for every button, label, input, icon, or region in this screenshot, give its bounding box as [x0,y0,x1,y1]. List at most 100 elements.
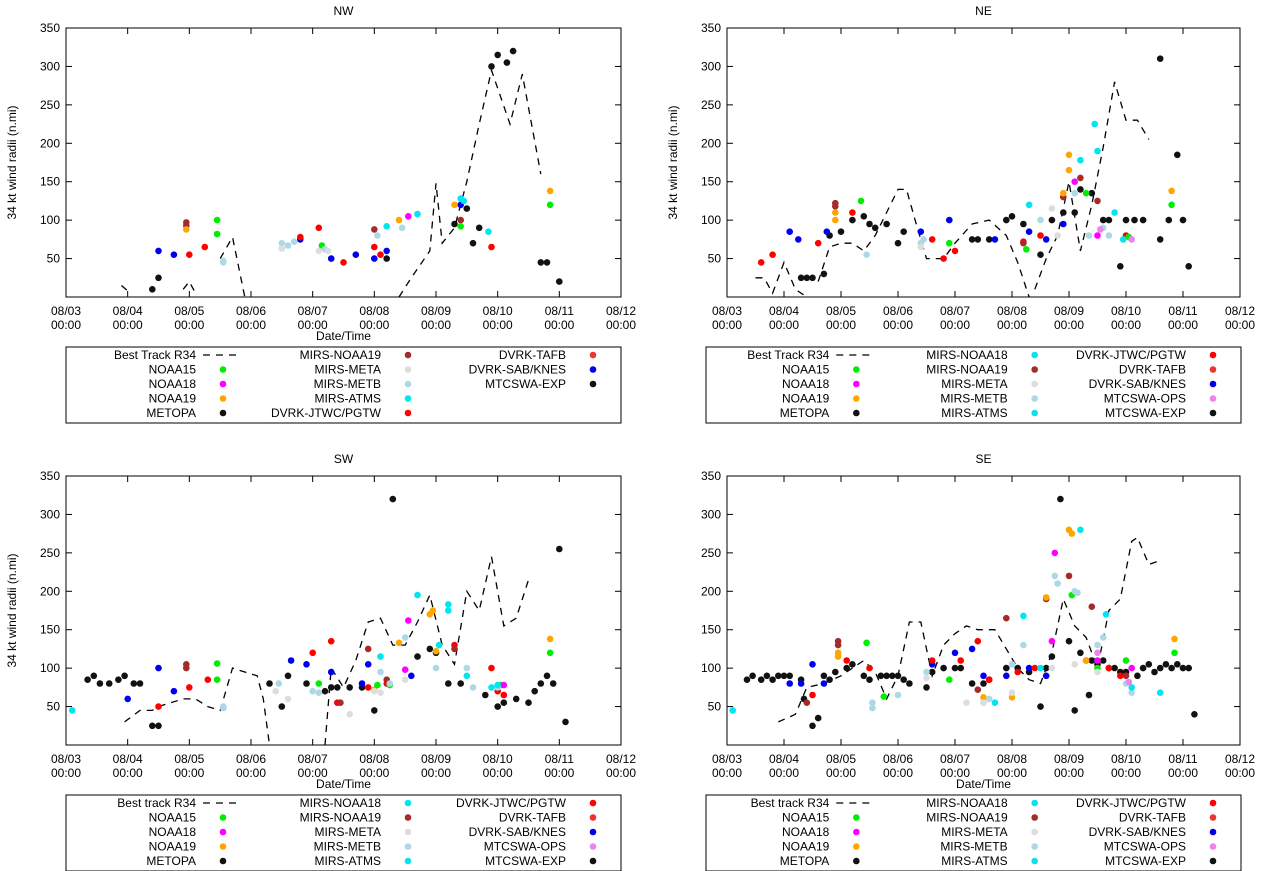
data-point [1014,668,1021,676]
data-point [371,243,378,251]
x-tick-label: 08/10 [483,752,513,766]
legend-label: MIRS-NOAA19 [300,348,382,362]
y-tick-label: 250 [701,546,721,560]
legend-label: NOAA18 [149,377,197,391]
legend-marker [404,395,412,402]
data-point [985,695,993,703]
x-tick-label: 08/03 [51,304,81,318]
legend-label: Best track R34 [117,796,196,810]
data-point [860,213,868,220]
best-track-line [324,556,530,745]
data-point [1077,174,1084,182]
data-point [488,243,495,251]
data-point [1071,189,1078,197]
data-point [832,668,839,676]
best-track-line [817,188,1030,297]
legend-label: METOPA [780,854,830,868]
legend-label: DVRK-JTWC/PGTW [456,796,567,810]
data-point [1168,664,1175,672]
x-tick-label: 00:00 [236,318,266,332]
legend-label: MTCSWA-EXP [1105,854,1186,868]
legend-label: MIRS-NOAA19 [926,811,1008,825]
x-tick-label: 08/08 [359,752,389,766]
chart-title: NE [975,4,992,18]
data-point [928,657,936,664]
data-point [1071,178,1078,185]
data-point [866,220,873,228]
x-tick-label: 00:00 [606,766,636,780]
data-point [309,687,317,695]
data-point [96,680,104,687]
data-point [1128,664,1135,672]
data-point [1054,232,1061,239]
legend-marker [219,857,227,865]
data-point [494,681,502,689]
data-point [1191,711,1198,718]
data-point [797,274,805,282]
data-point [1074,589,1081,597]
x-tick-label: 00:00 [883,766,913,780]
data-point [871,224,879,232]
chart-panel-ne: NE5010015020025030035008/0300:0008/0400:… [666,4,1255,424]
data-point [364,684,372,691]
data-point [1037,703,1044,710]
data-point [985,676,993,683]
data-point [1020,641,1027,649]
legend-label: DVRK-JTWC/PGTW [1076,348,1187,362]
data-point [315,224,323,232]
data-point [377,689,384,696]
x-tick-label: 00:00 [113,318,143,332]
data-point [1128,236,1135,243]
data-point [757,259,765,266]
x-axis-label: Date/Time [316,777,371,791]
data-point [832,203,839,210]
data-point [809,691,816,699]
data-point [556,545,563,553]
data-point [546,201,554,209]
data-point [278,703,286,710]
x-tick-label: 08/12 [606,304,636,318]
data-point [395,216,403,224]
data-point [786,680,793,687]
data-point [1082,189,1090,197]
data-point [1185,263,1192,270]
data-point [1037,216,1044,224]
data-point [201,243,209,251]
data-point [155,664,162,672]
data-point [869,704,876,712]
legend-marker [1031,799,1038,807]
data-point [183,664,190,672]
data-point [991,699,999,706]
data-point [155,247,162,255]
legend-label: MIRS-METB [940,840,1007,854]
legend-marker [219,828,227,836]
chart-panel-nw: NW5010015020025030035008/0300:0008/0400:… [5,4,636,424]
x-axis-label: Date/Time [956,777,1011,791]
data-point [414,591,421,599]
data-point [170,251,178,258]
data-point [1025,664,1033,672]
data-point [1060,209,1067,216]
legend-marker [404,366,412,373]
y-tick-label: 300 [40,507,60,521]
data-point [1091,120,1098,128]
data-point [1088,189,1096,197]
x-tick-label: 00:00 [359,766,389,780]
data-point [1020,612,1027,620]
data-point [1156,664,1164,672]
data-point [1048,664,1056,672]
data-point [866,664,873,672]
x-tick-label: 08/06 [883,304,913,318]
data-point [775,672,782,680]
data-point [1042,236,1050,243]
data-point [860,672,868,680]
data-point [1085,232,1093,239]
legend-marker [219,380,227,388]
data-point [900,228,907,235]
legend-label: MTCSWA-OPS [1104,392,1186,406]
x-tick-label: 00:00 [51,318,81,332]
data-point [371,226,378,233]
best-track-line [398,67,542,297]
data-point [186,684,193,691]
